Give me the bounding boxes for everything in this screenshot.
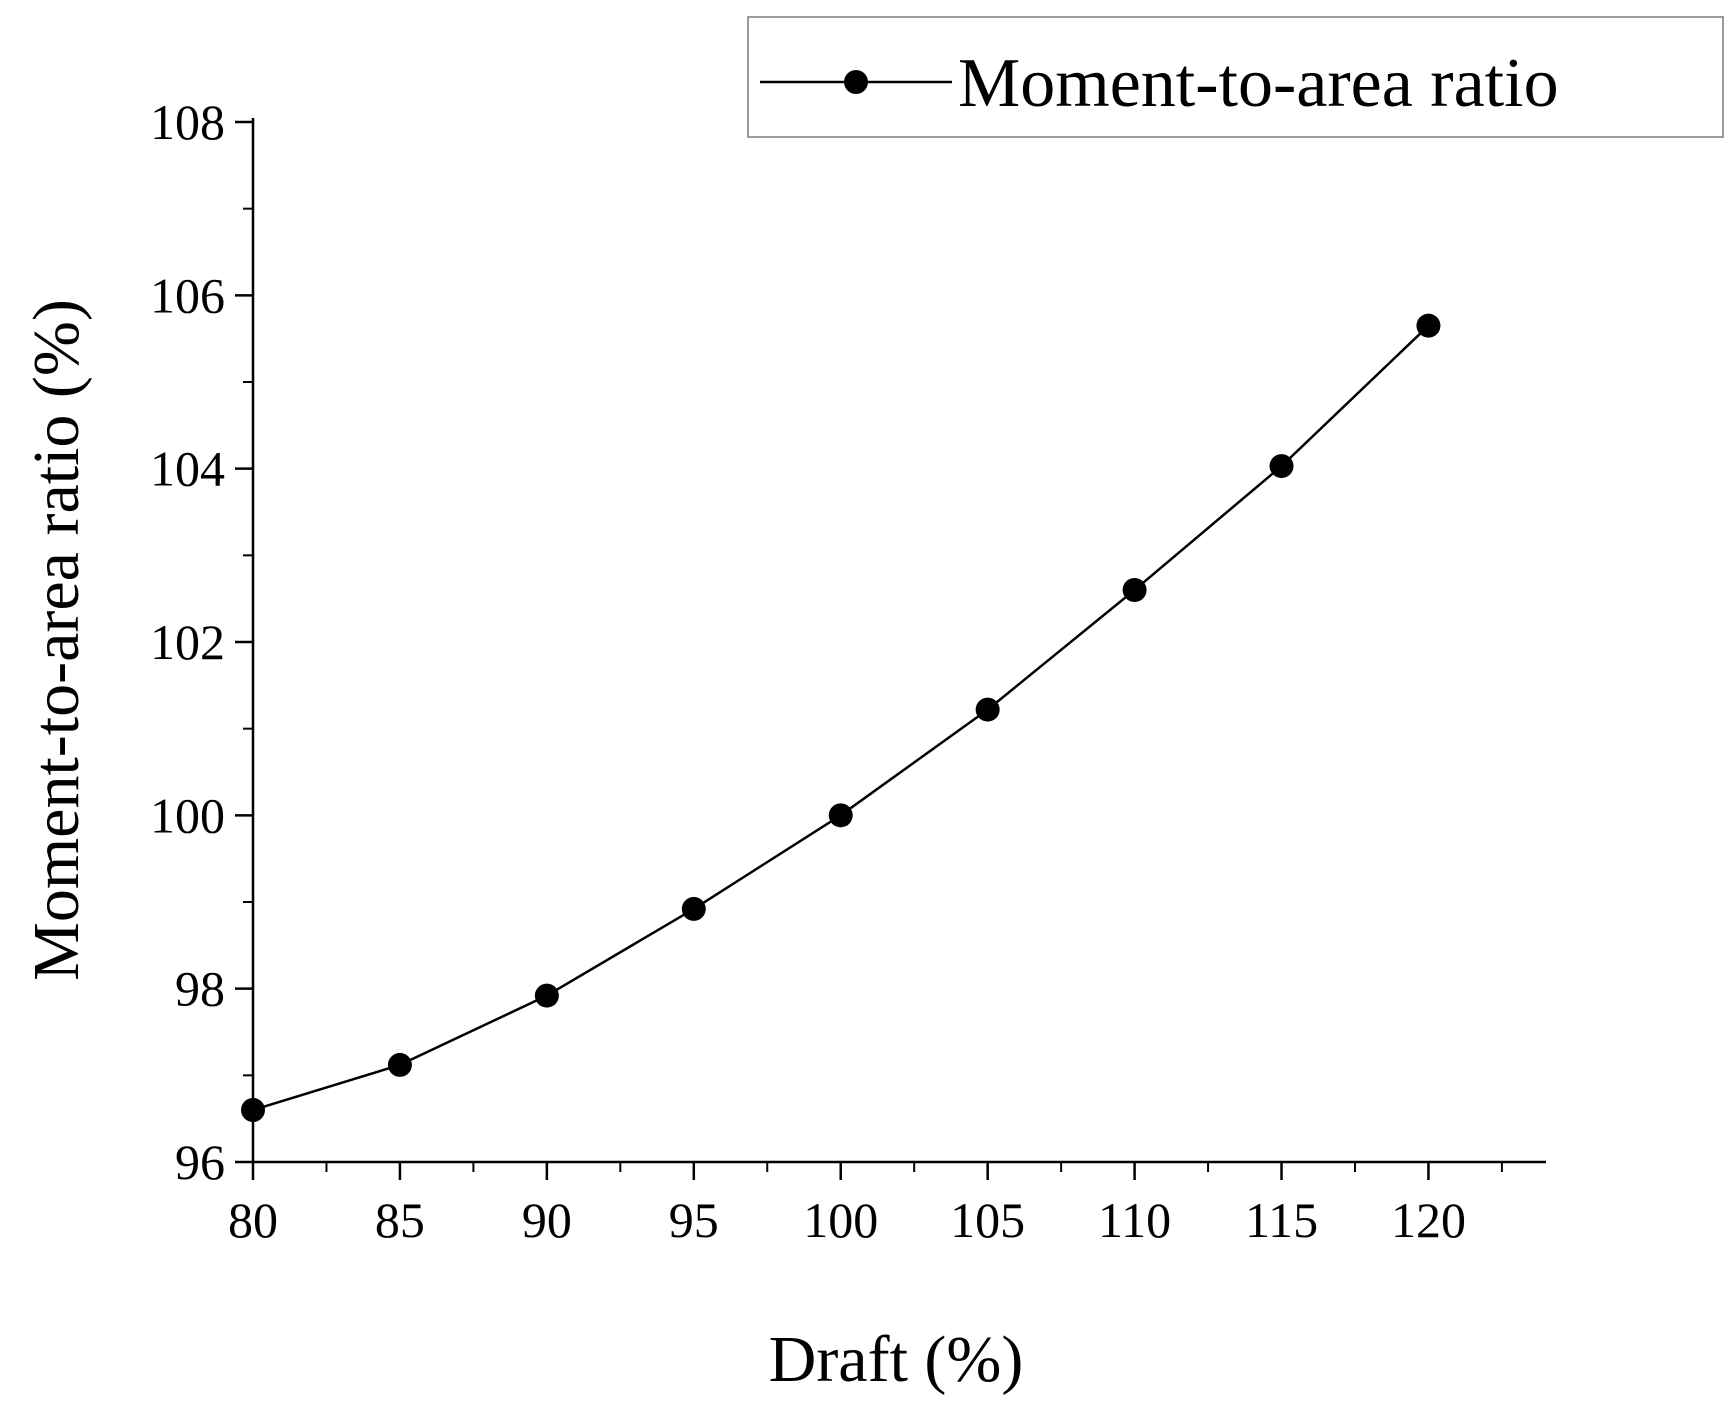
x-tick-label: 90 (522, 1192, 572, 1248)
x-tick-label: 80 (228, 1192, 278, 1248)
y-tick-label: 100 (150, 787, 225, 843)
x-tick-label: 85 (375, 1192, 425, 1248)
data-point (975, 697, 1000, 722)
data-point (828, 803, 853, 828)
legend: Moment-to-area ratio (747, 16, 1724, 138)
data-point (387, 1052, 412, 1077)
x-tick-label: 105 (950, 1192, 1025, 1248)
series-layer (241, 313, 1441, 1122)
data-point (1269, 454, 1294, 479)
y-tick-label: 96 (175, 1134, 225, 1190)
axes (251, 118, 1546, 1164)
data-point (681, 896, 706, 921)
y-tick-label: 108 (150, 94, 225, 150)
legend-label: Moment-to-area ratio (958, 45, 1559, 122)
x-axis-title: Draft (%) (769, 1323, 1024, 1396)
y-tick-label: 106 (150, 267, 225, 323)
x-ticks: 80 85 90 95 100 105 110 115 120 (228, 1162, 1503, 1248)
data-point (241, 1098, 265, 1122)
legend-box (747, 16, 1724, 138)
series-line (252, 324, 1430, 1112)
legend-marker (844, 70, 868, 94)
x-tick-label: 120 (1391, 1192, 1466, 1248)
x-tick-label: 100 (803, 1192, 878, 1248)
y-tick-label: 98 (175, 961, 225, 1017)
y-tick-label: 104 (150, 441, 225, 497)
x-tick-label: 110 (1098, 1192, 1171, 1248)
data-point (534, 983, 559, 1008)
data-point (1122, 578, 1147, 602)
data-point (1416, 313, 1441, 338)
y-ticks: 96 98 100 102 104 106 108 (150, 94, 253, 1190)
x-tick-label: 115 (1245, 1192, 1318, 1248)
y-tick-label: 102 (150, 614, 225, 670)
x-tick-label: 95 (669, 1192, 719, 1248)
y-axis-title: Moment-to-area ratio (%) (20, 299, 93, 981)
